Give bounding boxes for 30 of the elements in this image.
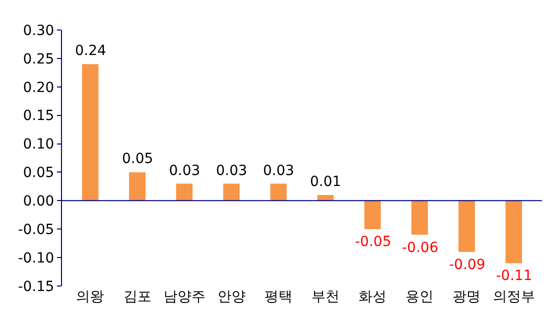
x-tick-label: 김포 [123,289,152,305]
y-tick-label: -0.15 [18,278,54,295]
y-tick-label: 0.15 [23,108,54,124]
y-tick-label: 0.20 [23,80,54,96]
data-label: -0.06 [402,240,438,256]
x-tick-label: 평택 [264,289,292,305]
x-tick-label: 남양주 [163,289,206,305]
y-tick-label: -0.05 [18,222,54,238]
data-label: 0.03 [216,163,248,179]
x-tick-label: 부천 [312,289,340,305]
x-tick-label: 의정부 [492,289,535,305]
data-label: 0.24 [75,43,106,59]
y-tick-label: 0.00 [23,194,54,210]
y-tick-label: 0.30 [23,22,54,39]
data-label: 0.03 [263,163,294,179]
y-tick-label: 0.05 [23,165,54,182]
x-tick-label: 광명 [452,289,481,305]
x-tick-label: 용인 [406,289,434,305]
data-label: 0.03 [169,163,200,179]
x-tick-label: 화성 [358,289,387,305]
y-tick-label: -0.10 [18,250,54,266]
y-tick-label: 0.25 [23,51,54,68]
y-tick-label: 0.10 [23,136,54,153]
data-label: -0.09 [449,257,486,273]
data-label: -0.11 [496,268,532,284]
x-tick-label: 의왕 [76,289,104,305]
data-label: 0.05 [122,151,154,167]
x-tick-label: 안양 [217,289,246,305]
data-label: -0.05 [355,234,392,250]
data-label: 0.01 [310,174,342,190]
